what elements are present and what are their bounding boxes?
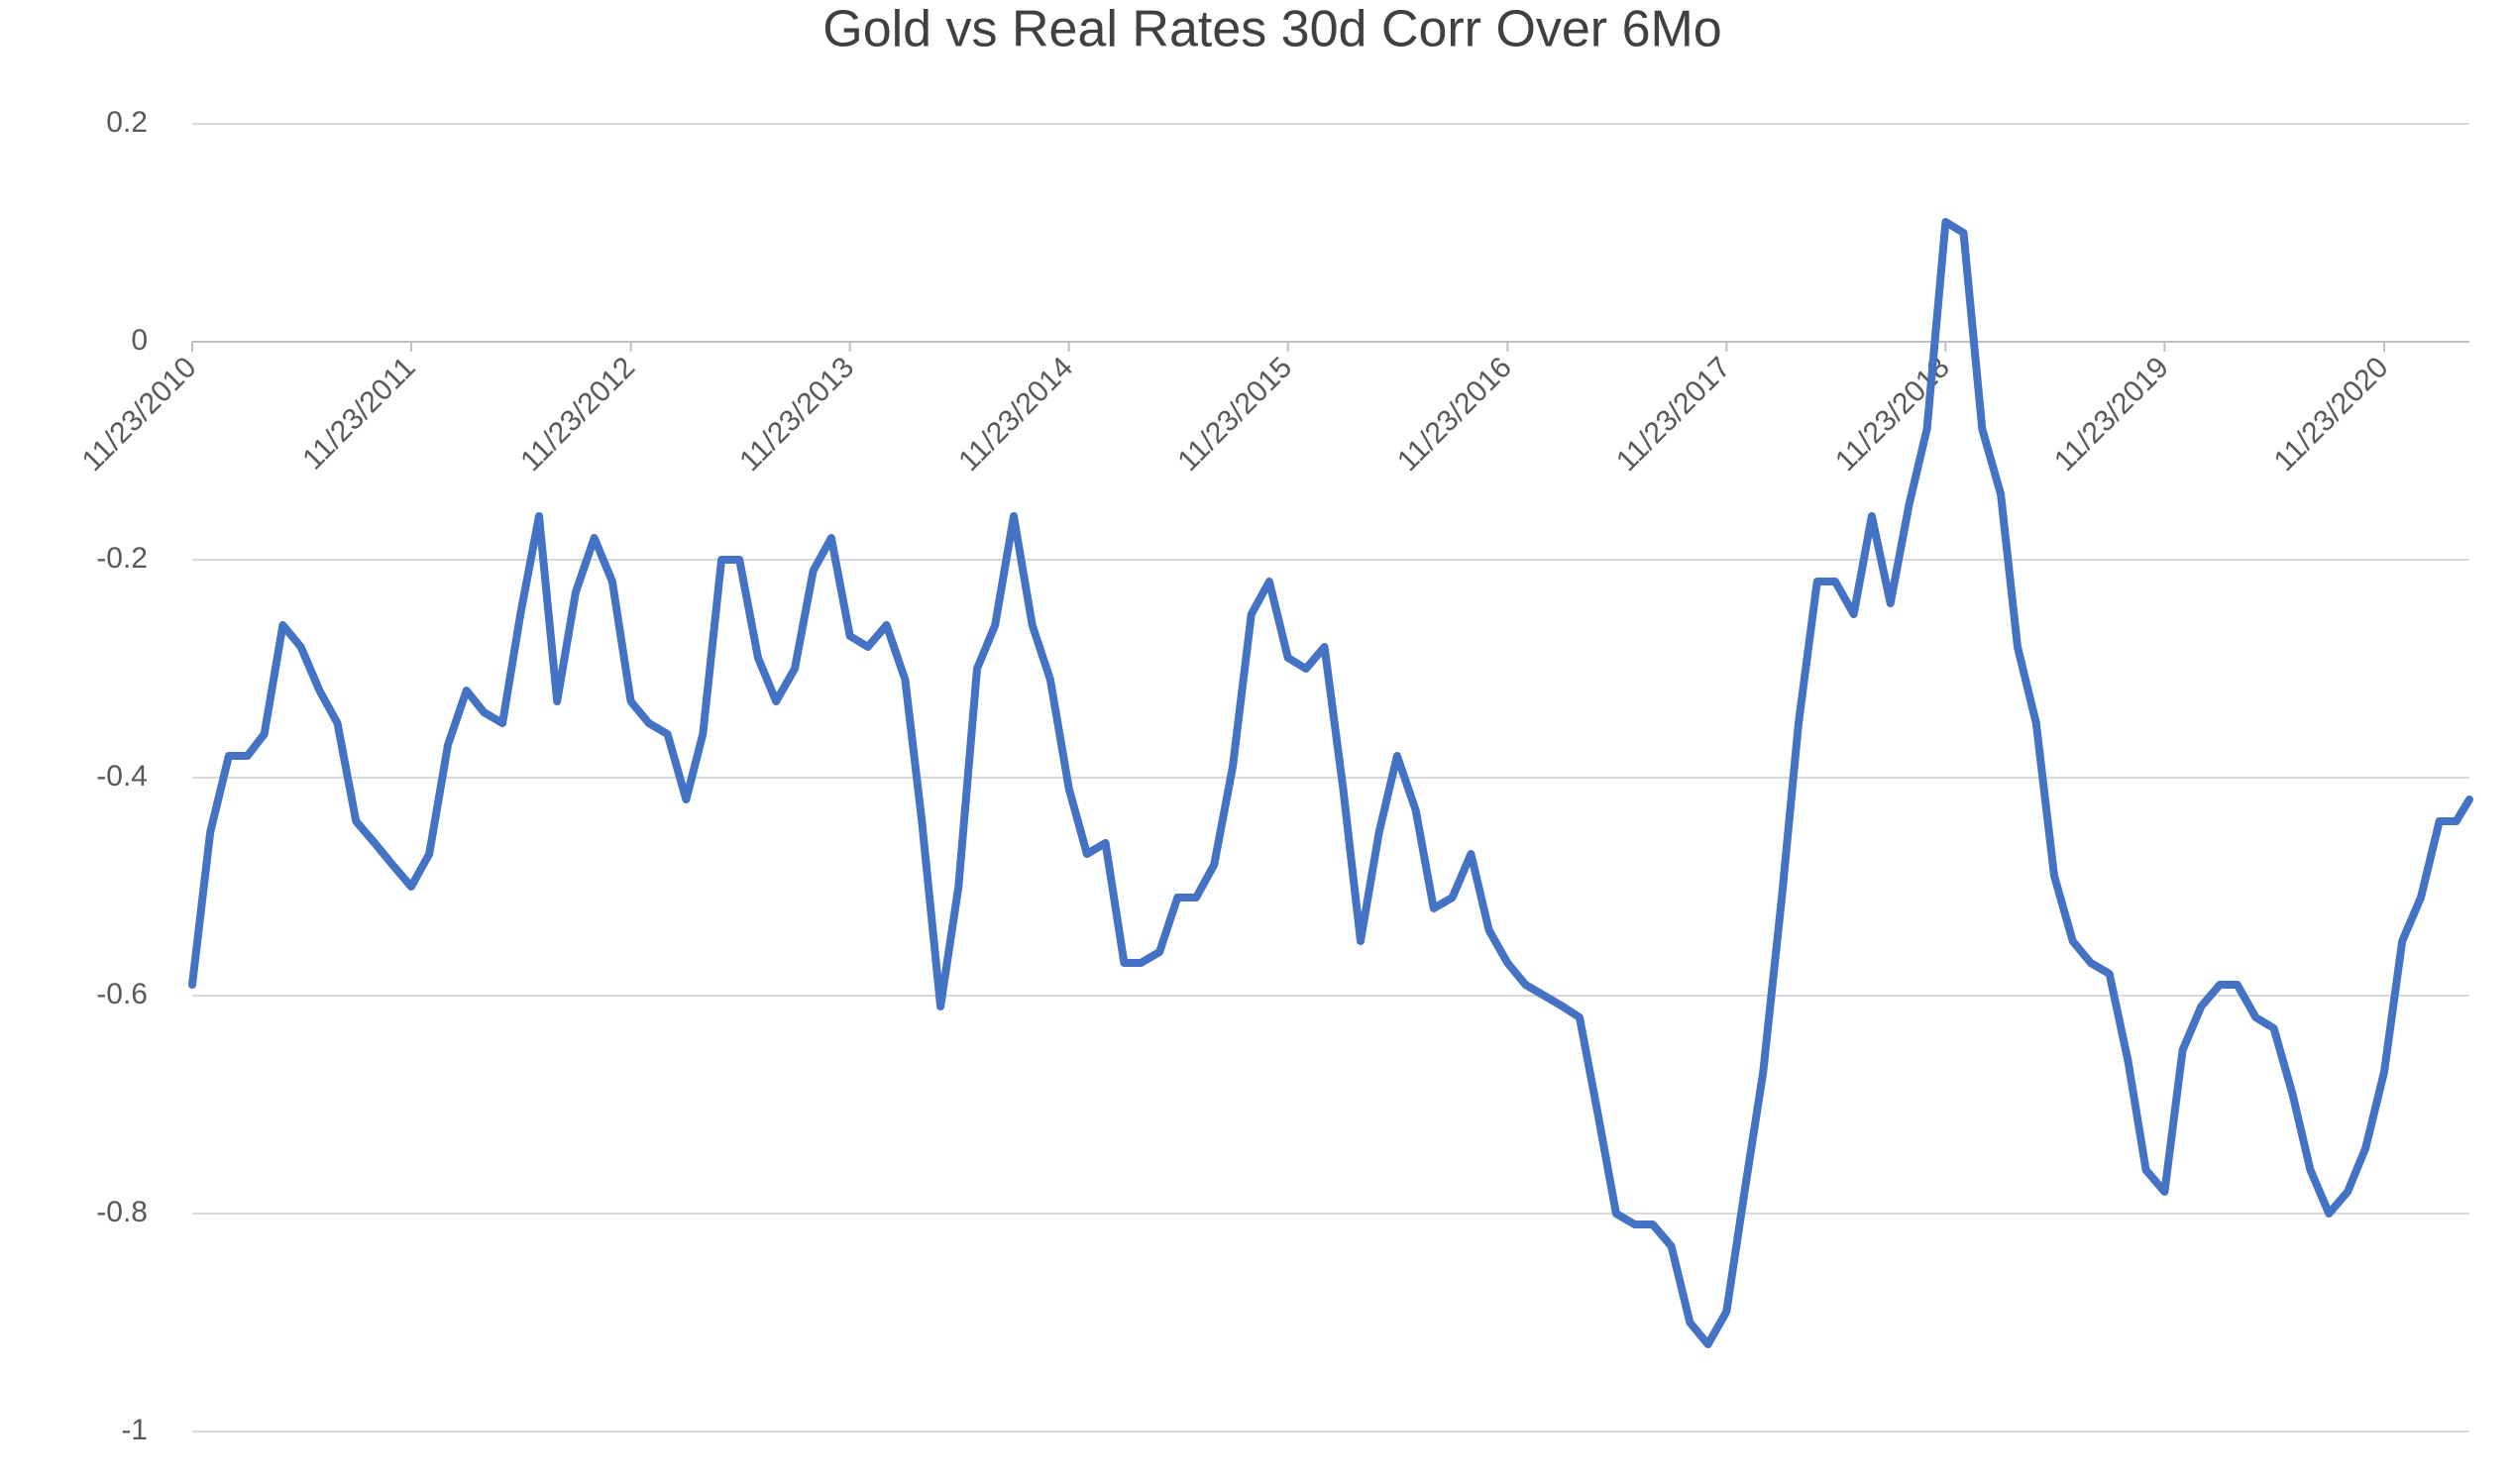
x-tick-label: 11/23/2019 (2048, 351, 2175, 477)
x-tick-label: 11/23/2014 (952, 351, 1079, 477)
y-tick-label: -0.6 (96, 978, 148, 1010)
x-tick-label: 11/23/2012 (514, 351, 641, 477)
x-tick-label: 11/23/2017 (1610, 351, 1737, 477)
x-tick-label: 11/23/2020 (2268, 351, 2395, 477)
x-tick-label: 11/23/2018 (1829, 351, 1956, 477)
x-tick-label: 11/23/2013 (733, 351, 860, 477)
y-tick-label: -0.2 (96, 542, 148, 575)
y-tick-label: -1 (121, 1414, 148, 1446)
y-tick-label: 0 (131, 324, 148, 357)
y-tick-label: -0.8 (96, 1196, 148, 1228)
x-tick-label: 11/23/2010 (76, 351, 203, 477)
chart-title: Gold vs Real Rates 30d Corr Over 6Mo (822, 1, 1721, 58)
y-tick-label: -0.4 (96, 760, 148, 793)
x-tick-label: 11/23/2016 (1391, 351, 1518, 477)
line-series (188, 218, 2473, 1348)
x-tick-label: 11/23/2015 (1171, 351, 1298, 477)
x-tick-label: 11/23/2011 (296, 351, 421, 476)
y-tick-label: 0.2 (106, 106, 148, 139)
